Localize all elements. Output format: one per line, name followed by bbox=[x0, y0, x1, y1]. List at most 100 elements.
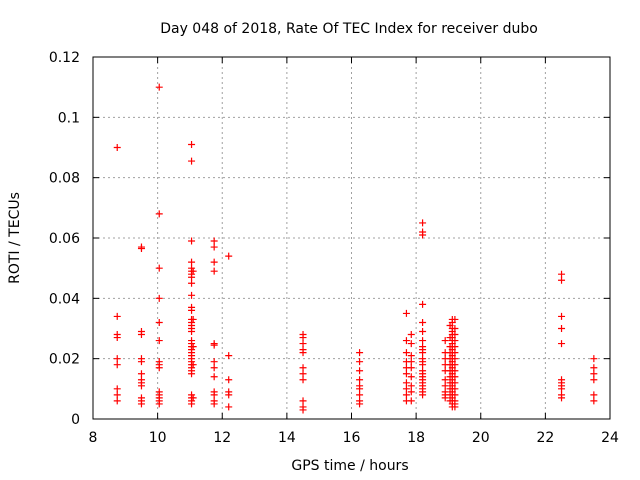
data-point-marker bbox=[299, 370, 307, 378]
data-point-marker bbox=[419, 391, 427, 399]
data-point-marker bbox=[188, 273, 196, 281]
data-point-marker bbox=[113, 361, 121, 369]
data-point-marker bbox=[113, 312, 121, 320]
data-point-marker bbox=[299, 364, 307, 372]
data-point-marker bbox=[558, 340, 566, 348]
data-point-marker bbox=[451, 343, 459, 351]
x-tick-label: 12 bbox=[213, 430, 231, 446]
y-tick-label: 0.04 bbox=[49, 291, 80, 307]
data-point-marker bbox=[210, 391, 218, 399]
data-point-marker bbox=[188, 258, 196, 266]
data-point-marker bbox=[137, 245, 145, 253]
data-point-marker bbox=[188, 157, 196, 165]
data-point-marker bbox=[356, 367, 364, 375]
data-point-marker bbox=[402, 349, 410, 357]
data-point-marker bbox=[407, 352, 415, 360]
data-point-marker bbox=[407, 373, 415, 381]
data-point-marker bbox=[407, 364, 415, 372]
data-point-marker bbox=[155, 318, 163, 326]
data-point-marker bbox=[590, 391, 598, 399]
data-point-marker bbox=[225, 376, 233, 384]
data-point-marker bbox=[188, 279, 196, 287]
data-point-marker bbox=[189, 267, 197, 275]
data-point-marker bbox=[451, 379, 459, 387]
data-point-marker bbox=[402, 337, 410, 345]
y-axis-label: ROTI / TECUs bbox=[7, 192, 23, 284]
data-point-marker bbox=[451, 337, 459, 345]
y-tick-label: 0.06 bbox=[49, 231, 80, 247]
y-tick-label: 0 bbox=[71, 412, 80, 428]
data-point-marker bbox=[451, 403, 459, 411]
data-point-marker bbox=[451, 385, 459, 393]
data-point-marker bbox=[299, 334, 307, 342]
x-tick-label: 8 bbox=[89, 430, 98, 446]
data-point-marker bbox=[299, 340, 307, 348]
x-tick-label: 10 bbox=[149, 430, 167, 446]
data-point-marker bbox=[210, 237, 218, 245]
data-point-marker bbox=[451, 331, 459, 339]
data-point-marker bbox=[210, 400, 218, 408]
data-point-marker bbox=[189, 343, 197, 351]
data-point-marker bbox=[419, 337, 427, 345]
data-point-marker bbox=[590, 364, 598, 372]
chart-title: Day 048 of 2018, Rate Of TEC Index for r… bbox=[160, 21, 538, 37]
data-point-marker bbox=[590, 397, 598, 405]
data-points bbox=[113, 83, 598, 414]
data-point-marker bbox=[225, 391, 233, 399]
data-point-marker bbox=[558, 276, 566, 284]
data-point-marker bbox=[155, 294, 163, 302]
data-point-marker bbox=[356, 400, 364, 408]
data-point-marker bbox=[210, 267, 218, 275]
x-tick-label: 14 bbox=[278, 430, 296, 446]
data-point-marker bbox=[402, 385, 410, 393]
x-tick-labels: 8 10 12 14 16 18 20 22 24 bbox=[89, 430, 619, 446]
gridlines bbox=[93, 57, 610, 419]
data-point-marker bbox=[137, 358, 145, 366]
data-point-marker bbox=[419, 361, 427, 369]
data-point-marker bbox=[155, 337, 163, 345]
y-tick-label: 0.08 bbox=[49, 171, 80, 187]
x-axis-label: GPS time / hours bbox=[291, 458, 408, 474]
data-point-marker bbox=[419, 219, 427, 227]
data-point-marker bbox=[419, 231, 427, 239]
data-point-marker bbox=[419, 300, 427, 308]
data-point-marker bbox=[356, 358, 364, 366]
data-point-marker bbox=[155, 264, 163, 272]
data-point-marker bbox=[137, 382, 145, 390]
data-point-marker bbox=[356, 376, 364, 384]
data-point-marker bbox=[188, 291, 196, 299]
data-point-marker bbox=[407, 331, 415, 339]
data-point-marker bbox=[407, 340, 415, 348]
y-tick-labels: 0 0.02 0.04 0.06 0.08 0.1 0.12 bbox=[49, 50, 80, 428]
data-point-marker bbox=[188, 400, 196, 408]
data-point-marker bbox=[137, 370, 145, 378]
data-point-marker bbox=[590, 370, 598, 378]
data-point-marker bbox=[419, 318, 427, 326]
data-point-marker bbox=[189, 394, 197, 402]
y-tick-label: 0.02 bbox=[49, 352, 80, 368]
data-point-marker bbox=[419, 328, 427, 336]
data-point-marker bbox=[356, 349, 364, 357]
data-point-marker bbox=[113, 355, 121, 363]
data-point-marker bbox=[441, 337, 449, 345]
data-point-marker bbox=[441, 376, 449, 384]
y-tick-label: 0.1 bbox=[58, 110, 80, 126]
data-point-marker bbox=[419, 349, 427, 357]
data-point-marker bbox=[590, 355, 598, 363]
x-tick-label: 20 bbox=[472, 430, 490, 446]
data-point-marker bbox=[188, 140, 196, 148]
data-point-marker bbox=[558, 394, 566, 402]
x-tick-label: 24 bbox=[601, 430, 619, 446]
data-point-marker bbox=[113, 334, 121, 342]
data-point-marker bbox=[451, 361, 459, 369]
data-point-marker bbox=[451, 367, 459, 375]
data-point-marker bbox=[451, 355, 459, 363]
data-point-marker bbox=[113, 391, 121, 399]
data-point-marker bbox=[402, 309, 410, 317]
x-tick-label: 22 bbox=[536, 430, 554, 446]
data-point-marker bbox=[210, 258, 218, 266]
data-point-marker bbox=[225, 403, 233, 411]
data-point-marker bbox=[441, 382, 449, 390]
data-point-marker bbox=[299, 397, 307, 405]
data-point-marker bbox=[189, 315, 197, 323]
